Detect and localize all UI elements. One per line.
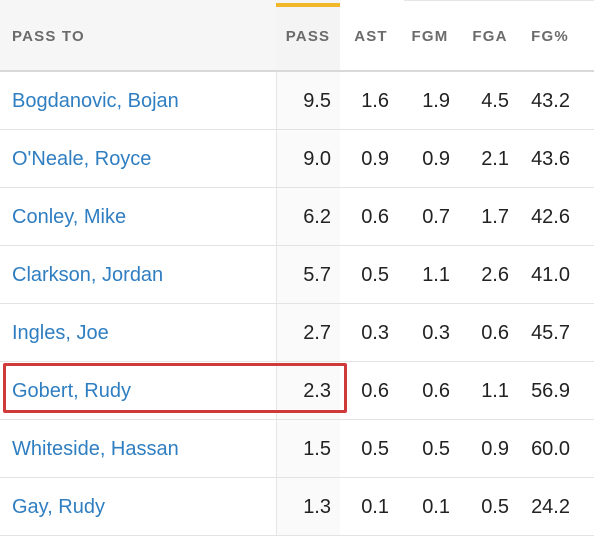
player-link[interactable]: Whiteside, Hassan [12,438,179,460]
fgm-value: 0.6 [422,380,450,402]
fga-value: 2.6 [481,264,509,286]
fgm-value: 1.9 [422,90,450,112]
column-header-ast[interactable]: AST [354,28,388,45]
fg-percent-value: 42.6 [531,206,570,228]
sorted-cell-background [276,420,340,477]
ast-value: 1.6 [361,90,389,112]
player-link[interactable]: O'Neale, Royce [12,148,152,170]
fg-percent-value: 56.9 [531,380,570,402]
fg-percent-value: 41.0 [531,264,570,286]
player-link[interactable]: Gay, Rudy [12,496,105,518]
fgm-value: 0.5 [422,438,450,460]
ast-value: 0.5 [361,264,389,286]
ast-value: 0.3 [361,322,389,344]
player-link[interactable]: Ingles, Joe [12,322,109,344]
sorted-cell-background [276,72,340,129]
column-divider [276,304,277,361]
fga-value: 4.5 [481,90,509,112]
column-header-pass[interactable]: PASS [285,28,331,45]
pass-value: 1.3 [303,496,331,518]
sorted-cell-background [276,362,340,419]
sorted-cell-background [276,246,340,303]
fg-percent-value: 45.7 [531,322,570,344]
fgm-value: 0.1 [422,496,450,518]
player-link[interactable]: Bogdanovic, Bojan [12,90,179,112]
ast-value: 0.6 [361,380,389,402]
fg-percent-value: 43.6 [531,148,570,170]
pass-value: 6.2 [303,206,331,228]
table-row-highlighted: Gobert, Rudy 2.3 0.6 0.6 1.1 56.9 [0,362,594,420]
column-divider [276,478,277,535]
player-link[interactable]: Gobert, Rudy [12,380,131,402]
sorted-cell-background [276,478,340,535]
fga-value: 0.5 [481,496,509,518]
column-header-fgm[interactable]: FGM [411,28,449,45]
player-link[interactable]: Clarkson, Jordan [12,264,164,286]
column-header-fg-percent[interactable]: FG% [531,28,569,45]
header-top-divider [404,0,594,1]
pass-value: 9.5 [303,90,331,112]
column-divider [276,130,277,187]
fg-percent-value: 24.2 [531,496,570,518]
table-row: Gay, Rudy 1.3 0.1 0.1 0.5 24.2 [0,478,594,536]
sorted-cell-background [276,130,340,187]
sort-indicator-bar [276,3,340,7]
table-row: O'Neale, Royce 9.0 0.9 0.9 2.1 43.6 [0,130,594,188]
pass-value: 2.7 [303,322,331,344]
table-header: PASS TO PASS AST FGM FGA FG% [0,0,594,72]
ast-value: 0.9 [361,148,389,170]
table-row: Whiteside, Hassan 1.5 0.5 0.5 0.9 60.0 [0,420,594,478]
pass-value: 5.7 [303,264,331,286]
pass-value: 1.5 [303,438,331,460]
sorted-cell-background [276,188,340,245]
column-divider [276,188,277,245]
column-divider [276,362,277,419]
fg-percent-value: 43.2 [531,90,570,112]
sorted-column-background [276,0,340,70]
ast-value: 0.1 [361,496,389,518]
table-row: Ingles, Joe 2.7 0.3 0.3 0.6 45.7 [0,304,594,362]
fg-percent-value: 60.0 [531,438,570,460]
column-divider [276,246,277,303]
fga-value: 2.1 [481,148,509,170]
column-divider [276,72,277,129]
ast-value: 0.5 [361,438,389,460]
fgm-value: 1.1 [422,264,450,286]
table-row: Clarkson, Jordan 5.7 0.5 1.1 2.6 41.0 [0,246,594,304]
column-header-fga[interactable]: FGA [472,28,508,45]
column-divider [276,420,277,477]
fga-value: 0.6 [481,322,509,344]
fgm-value: 0.3 [422,322,450,344]
fga-value: 1.1 [481,380,509,402]
table-row: Bogdanovic, Bojan 9.5 1.6 1.9 4.5 43.2 [0,72,594,130]
fga-value: 0.9 [481,438,509,460]
player-link[interactable]: Conley, Mike [12,206,127,228]
table-row: Conley, Mike 6.2 0.6 0.7 1.7 42.6 [0,188,594,246]
pass-value: 9.0 [303,148,331,170]
header-name-background [0,0,276,70]
fgm-value: 0.9 [422,148,450,170]
ast-value: 0.6 [361,206,389,228]
column-header-pass-to[interactable]: PASS TO [12,28,85,45]
fgm-value: 0.7 [422,206,450,228]
sorted-cell-background [276,304,340,361]
fga-value: 1.7 [481,206,509,228]
pass-value: 2.3 [303,380,331,402]
